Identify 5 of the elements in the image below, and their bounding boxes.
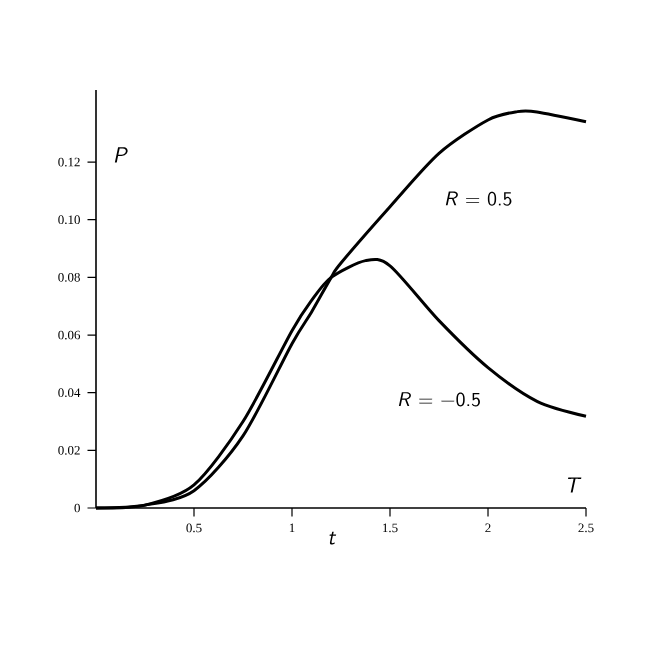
series-label: R = −0.5 xyxy=(398,392,480,407)
x-axis-title: T xyxy=(568,477,582,493)
y-axis-title: P xyxy=(114,147,128,163)
series-label: R = 0.5 xyxy=(445,191,512,206)
text: t xyxy=(329,531,337,545)
